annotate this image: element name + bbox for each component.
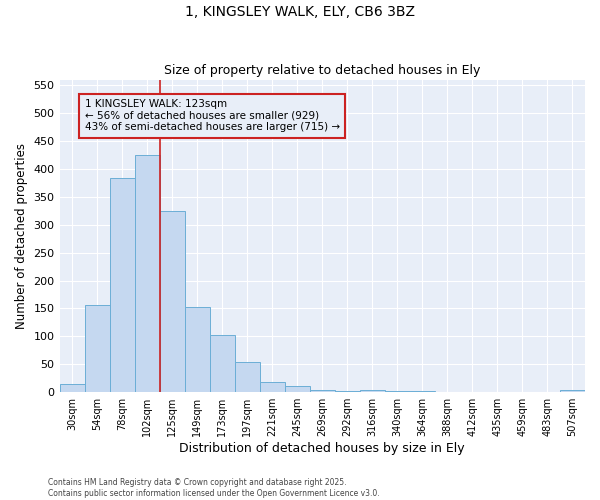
- Bar: [260, 382, 285, 392]
- Bar: [209, 334, 235, 392]
- Bar: [310, 390, 335, 392]
- Bar: [335, 391, 360, 392]
- Bar: [560, 390, 585, 392]
- Bar: [285, 386, 310, 392]
- Text: 1 KINGSLEY WALK: 123sqm
← 56% of detached houses are smaller (929)
43% of semi-d: 1 KINGSLEY WALK: 123sqm ← 56% of detache…: [85, 99, 340, 132]
- Bar: [160, 211, 185, 392]
- Y-axis label: Number of detached properties: Number of detached properties: [15, 143, 28, 329]
- Bar: [134, 156, 160, 392]
- Bar: [385, 391, 410, 392]
- Text: 1, KINGSLEY WALK, ELY, CB6 3BZ: 1, KINGSLEY WALK, ELY, CB6 3BZ: [185, 5, 415, 19]
- Bar: [185, 308, 209, 392]
- Bar: [360, 390, 385, 392]
- Title: Size of property relative to detached houses in Ely: Size of property relative to detached ho…: [164, 64, 481, 77]
- Bar: [85, 304, 110, 392]
- Text: Contains HM Land Registry data © Crown copyright and database right 2025.
Contai: Contains HM Land Registry data © Crown c…: [48, 478, 380, 498]
- Bar: [59, 384, 85, 392]
- Bar: [410, 391, 435, 392]
- Bar: [235, 362, 260, 392]
- X-axis label: Distribution of detached houses by size in Ely: Distribution of detached houses by size …: [179, 442, 465, 455]
- Bar: [110, 178, 134, 392]
